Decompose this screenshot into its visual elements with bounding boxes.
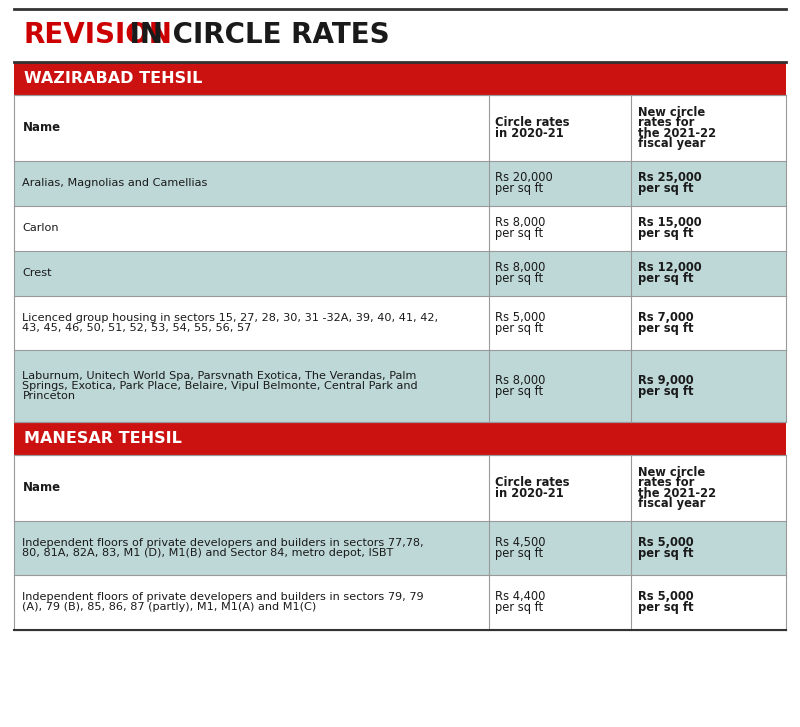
Text: per sq ft: per sq ft [495, 182, 543, 195]
Text: per sq ft: per sq ft [638, 182, 694, 195]
Bar [489, 161, 631, 206]
Text: per sq ft: per sq ft [495, 272, 543, 285]
Text: Rs 12,000: Rs 12,000 [638, 262, 702, 275]
Text: Rs 8,000: Rs 8,000 [495, 262, 546, 275]
Text: per sq ft: per sq ft [638, 385, 694, 398]
Text: Independent floors of private developers and builders in sectors 79, 79: Independent floors of private developers… [22, 593, 424, 602]
Text: Carlon: Carlon [22, 223, 59, 233]
Text: Rs 5,000: Rs 5,000 [638, 536, 694, 549]
Bar [14, 422, 786, 455]
Text: per sq ft: per sq ft [638, 272, 694, 285]
Bar [631, 161, 786, 206]
Bar [489, 575, 631, 630]
Text: Rs 8,000: Rs 8,000 [495, 374, 546, 387]
Bar [14, 62, 786, 95]
Text: Circle rates: Circle rates [495, 476, 570, 489]
Text: Rs 25,000: Rs 25,000 [638, 172, 702, 185]
Bar [14, 521, 489, 575]
Text: Rs 5,000: Rs 5,000 [638, 590, 694, 603]
Text: per sq ft: per sq ft [638, 547, 694, 560]
Text: in 2020-21: in 2020-21 [495, 126, 564, 140]
Text: Rs 4,500: Rs 4,500 [495, 536, 546, 549]
Text: Circle rates: Circle rates [495, 116, 570, 129]
Text: in 2020-21: in 2020-21 [495, 486, 564, 499]
Bar [489, 521, 631, 575]
Bar [14, 350, 489, 422]
Text: New circle: New circle [638, 106, 705, 119]
Text: WAZIRABAD TEHSIL: WAZIRABAD TEHSIL [24, 71, 202, 86]
Text: Rs 9,000: Rs 9,000 [638, 374, 694, 387]
Text: (A), 79 (B), 85, 86, 87 (partly), M1, M1(A) and M1(C): (A), 79 (B), 85, 86, 87 (partly), M1, M1… [22, 603, 317, 612]
Bar [14, 161, 489, 206]
Text: Crest: Crest [22, 268, 52, 278]
Text: per sq ft: per sq ft [495, 227, 543, 240]
Bar [631, 350, 786, 422]
Bar [14, 455, 786, 521]
Text: per sq ft: per sq ft [638, 322, 694, 335]
Text: Independent floors of private developers and builders in sectors 77,78,: Independent floors of private developers… [22, 538, 424, 547]
Text: rates for: rates for [638, 116, 694, 129]
Bar [14, 206, 489, 251]
Text: IN CIRCLE RATES: IN CIRCLE RATES [120, 21, 390, 49]
Text: fiscal year: fiscal year [638, 497, 705, 510]
Bar [14, 95, 786, 161]
Text: REVISION: REVISION [24, 21, 173, 49]
Text: rates for: rates for [638, 476, 694, 489]
Bar [14, 251, 489, 296]
Bar [489, 350, 631, 422]
Text: per sq ft: per sq ft [495, 385, 543, 398]
Text: the 2021-22: the 2021-22 [638, 126, 716, 140]
Bar [631, 251, 786, 296]
Text: Rs 4,400: Rs 4,400 [495, 590, 546, 603]
Text: New circle: New circle [638, 466, 705, 479]
Text: per sq ft: per sq ft [495, 601, 543, 614]
Text: 43, 45, 46, 50, 51, 52, 53, 54, 55, 56, 57: 43, 45, 46, 50, 51, 52, 53, 54, 55, 56, … [22, 324, 252, 333]
Bar [631, 575, 786, 630]
Bar [631, 521, 786, 575]
Text: 80, 81A, 82A, 83, M1 (D), M1(B) and Sector 84, metro depot, ISBT: 80, 81A, 82A, 83, M1 (D), M1(B) and Sect… [22, 548, 394, 558]
Bar [14, 296, 489, 350]
Bar [631, 206, 786, 251]
Text: the 2021-22: the 2021-22 [638, 486, 716, 499]
Text: Springs, Exotica, Park Place, Belaire, Vipul Belmonte, Central Park and: Springs, Exotica, Park Place, Belaire, V… [22, 381, 418, 391]
Text: Rs 5,000: Rs 5,000 [495, 311, 546, 324]
Bar [489, 296, 631, 350]
Bar [14, 9, 786, 62]
Text: fiscal year: fiscal year [638, 137, 705, 150]
Text: Rs 8,000: Rs 8,000 [495, 217, 546, 230]
Bar [14, 575, 489, 630]
Bar [631, 296, 786, 350]
Bar [489, 206, 631, 251]
Text: per sq ft: per sq ft [495, 322, 543, 335]
Bar [489, 251, 631, 296]
Text: per sq ft: per sq ft [495, 547, 543, 560]
Text: Rs 7,000: Rs 7,000 [638, 311, 694, 324]
Text: Aralias, Magnolias and Camellias: Aralias, Magnolias and Camellias [22, 178, 208, 188]
Text: Licenced group housing in sectors 15, 27, 28, 30, 31 -32A, 39, 40, 41, 42,: Licenced group housing in sectors 15, 27… [22, 313, 438, 323]
Text: MANESAR TEHSIL: MANESAR TEHSIL [24, 431, 182, 446]
Text: Laburnum, Unitech World Spa, Parsvnath Exotica, The Verandas, Palm: Laburnum, Unitech World Spa, Parsvnath E… [22, 371, 417, 381]
Text: per sq ft: per sq ft [638, 601, 694, 614]
Text: Name: Name [22, 481, 61, 494]
Text: Rs 20,000: Rs 20,000 [495, 172, 553, 185]
Text: Name: Name [22, 121, 61, 134]
Text: per sq ft: per sq ft [638, 227, 694, 240]
Text: Princeton: Princeton [22, 391, 75, 401]
Text: Rs 15,000: Rs 15,000 [638, 217, 702, 230]
